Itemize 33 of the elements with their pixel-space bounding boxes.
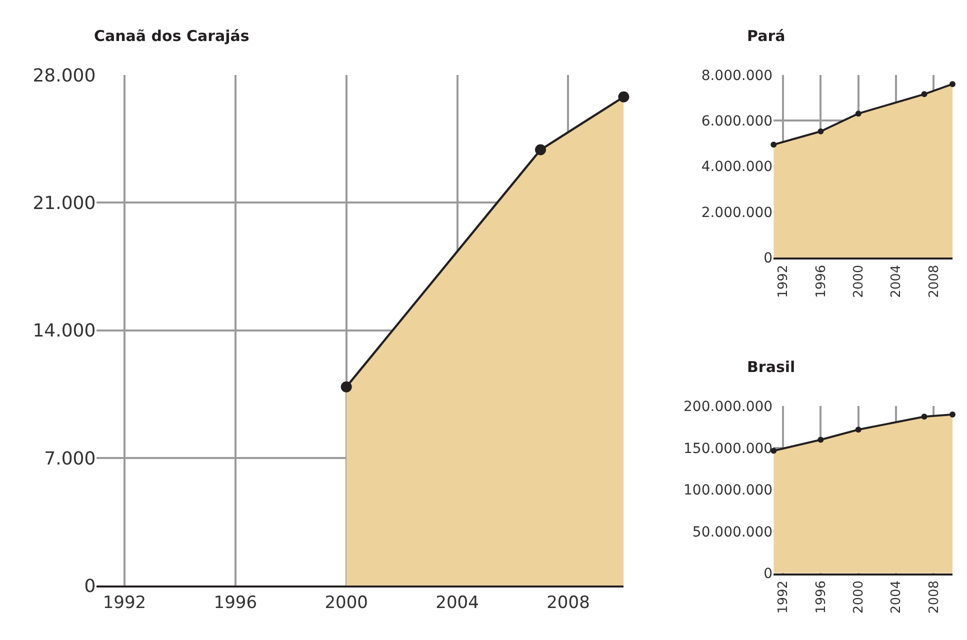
y-tick-label: 4.000.000 [701, 159, 773, 176]
chart-title: Pará [747, 27, 786, 45]
x-tick-label: 1996 [814, 580, 829, 614]
y-tick-label: 0 [764, 250, 773, 267]
chart-title: Canaã dos Carajás [94, 27, 250, 45]
y-tick-label: 0 [84, 576, 96, 597]
chart-title: Brasil [747, 358, 796, 376]
y-tick-label: 7.000 [44, 448, 96, 470]
y-tick-label: 0 [764, 566, 773, 582]
y-tick-label: 100.000.000 [684, 482, 773, 499]
x-tick-label: 2004 [436, 593, 479, 614]
x-tick-label: 1996 [814, 264, 829, 298]
x-tick-label: 2008 [926, 264, 942, 298]
y-tick-label: 14.000 [32, 320, 96, 342]
x-tick-label: 1992 [102, 593, 146, 614]
x-tick-label: 2000 [324, 593, 368, 614]
x-tick-label: 1992 [776, 264, 792, 298]
x-tick-label: 2000 [852, 264, 867, 298]
y-tick-label: 21.000 [32, 192, 96, 214]
y-tick-label: 28.000 [32, 65, 96, 86]
x-tick-label: 2000 [852, 580, 867, 614]
y-tick-label: 2.000.000 [701, 204, 773, 221]
y-tick-label: 6.000.000 [701, 114, 773, 130]
x-tick-label: 2008 [546, 593, 590, 614]
x-tick-label: 1992 [776, 580, 792, 614]
y-tick-label: 150.000.000 [684, 440, 773, 457]
x-tick-label: 2004 [889, 264, 904, 298]
x-tick-label: 1996 [214, 593, 258, 614]
x-tick-label: 2004 [889, 580, 904, 614]
y-tick-label: 8.000.000 [701, 68, 773, 84]
y-tick-label: 50.000.000 [692, 524, 773, 540]
y-tick-label: 200.000.000 [684, 399, 773, 416]
x-tick-label: 2008 [926, 580, 942, 614]
